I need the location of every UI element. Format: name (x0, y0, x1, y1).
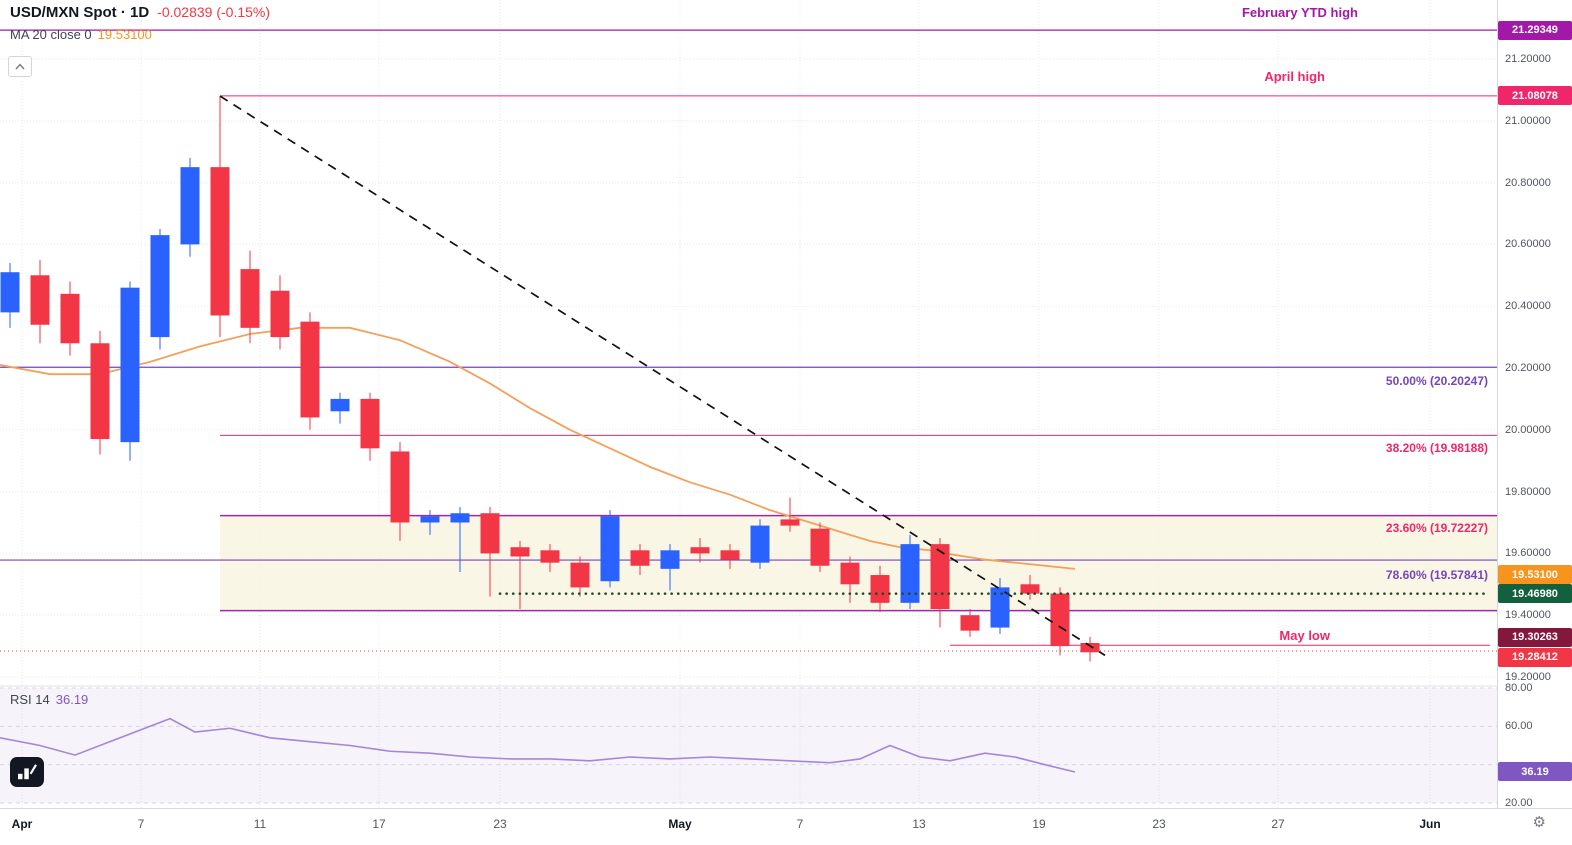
price-tick: 21.20000 (1505, 53, 1551, 65)
candle-body (420, 516, 440, 523)
tradingview-logo-icon (18, 764, 37, 780)
price-tick: 21.00000 (1505, 114, 1551, 127)
time-tick: Jun (1419, 817, 1441, 831)
time-tick: 17 (372, 817, 386, 831)
candle-body (600, 516, 620, 582)
collapse-pane-button[interactable] (8, 56, 32, 77)
candle-body (780, 519, 800, 526)
support-badge: 19.46980 (1498, 584, 1572, 604)
time-tick: 11 (253, 817, 267, 831)
candle-body (1020, 584, 1040, 594)
candle-body (510, 547, 530, 557)
ma-label: MA 20 close 0 (10, 27, 92, 42)
rsi-tick: 20.00 (1505, 797, 1533, 809)
candle-body (120, 287, 140, 443)
ma-legend[interactable]: MA 20 close 0 19.53100 (10, 27, 152, 42)
candle-body (720, 550, 740, 560)
symbol-legend[interactable]: USD/MXN Spot · 1D -0.02839 (-0.15%) (10, 4, 270, 21)
candle-body (240, 269, 260, 328)
time-tick: May (668, 817, 692, 831)
candle-body (1050, 593, 1070, 647)
candle-body (1080, 643, 1100, 653)
time-tick: 7 (137, 817, 145, 831)
price-tick: 19.60000 (1505, 547, 1551, 560)
candle-body (60, 293, 80, 344)
candle-body (870, 575, 890, 603)
may-low-badge: 19.30263 (1498, 627, 1572, 647)
time-tick: 13 (912, 817, 926, 831)
rsi-tick: 80.00 (1505, 682, 1533, 694)
gear-icon[interactable]: ⚙ (1532, 814, 1546, 831)
time-tick: 27 (1271, 817, 1285, 831)
candle-body (630, 550, 650, 566)
chevron-up-icon (15, 63, 25, 70)
candle-body (810, 528, 830, 566)
price-axis[interactable]: 21.20000 21.00000 20.80000 20.60000 20.40000… (1497, 0, 1572, 809)
price-tick: 20.20000 (1505, 362, 1551, 374)
candle-body (390, 451, 410, 523)
candle-body (570, 562, 590, 588)
candle-body (990, 587, 1010, 628)
price-tick: 20.60000 (1505, 238, 1551, 251)
price-tick: 19.80000 (1505, 485, 1551, 498)
candle-body (690, 547, 710, 554)
symbol-title[interactable]: USD/MXN Spot · 1D (10, 4, 150, 21)
rsi-band (0, 688, 1497, 804)
feb-high-badge: 21.29349 (1498, 20, 1572, 40)
candle-body (270, 290, 290, 338)
candle-body (450, 513, 470, 523)
candle-body (750, 525, 770, 563)
price-tick: 20.80000 (1505, 176, 1551, 189)
rsi-label: RSI 14 (10, 692, 50, 707)
last-price-badge: 19.28412 (1498, 647, 1572, 667)
ma-value: 19.53100 (97, 27, 152, 42)
time-axis[interactable]: ⚙ Apr 7 11 17 23 May 7 13 19 23 27 Jun (0, 808, 1572, 845)
candle-body (930, 544, 950, 610)
time-tick: 23 (1152, 817, 1166, 831)
candle-body (30, 275, 50, 325)
time-tick: 19 (1032, 817, 1046, 831)
candle-body (180, 167, 200, 245)
ma-badge: 19.53100 (1498, 565, 1572, 585)
candle-body (960, 615, 980, 631)
candle-body (480, 513, 500, 554)
price-tick: 20.00000 (1505, 423, 1551, 436)
price-change: -0.02839 (-0.15%) (157, 4, 271, 20)
candle-body (90, 343, 110, 440)
price-tick: 19.20000 (1505, 671, 1551, 683)
price-chart-canvas[interactable] (0, 0, 1497, 808)
rsi-tick: 60.00 (1505, 720, 1533, 733)
price-tick: 20.40000 (1505, 300, 1551, 313)
time-tick: Apr (11, 817, 33, 831)
trendline (219, 95, 1106, 657)
rsi-badge: 36.19 (1498, 762, 1572, 782)
candle-body (660, 550, 680, 569)
candle-body (300, 321, 320, 418)
candle-body (900, 544, 920, 603)
candle-body (540, 550, 560, 563)
rsi-line (0, 717, 1076, 773)
tradingview-logo[interactable] (10, 757, 44, 787)
candle-body (840, 562, 860, 585)
candle-body (0, 272, 20, 313)
time-tick: 23 (493, 817, 507, 831)
rsi-legend[interactable]: RSI 14 36.19 (10, 692, 88, 707)
price-tick: 19.40000 (1505, 609, 1551, 622)
time-tick: 7 (796, 817, 804, 831)
candle-body (360, 398, 380, 449)
candle-body (210, 167, 230, 316)
candle-body (330, 398, 350, 412)
april-high-badge: 21.08078 (1498, 86, 1572, 106)
rsi-value: 36.19 (55, 692, 89, 707)
candle-body (150, 235, 170, 338)
